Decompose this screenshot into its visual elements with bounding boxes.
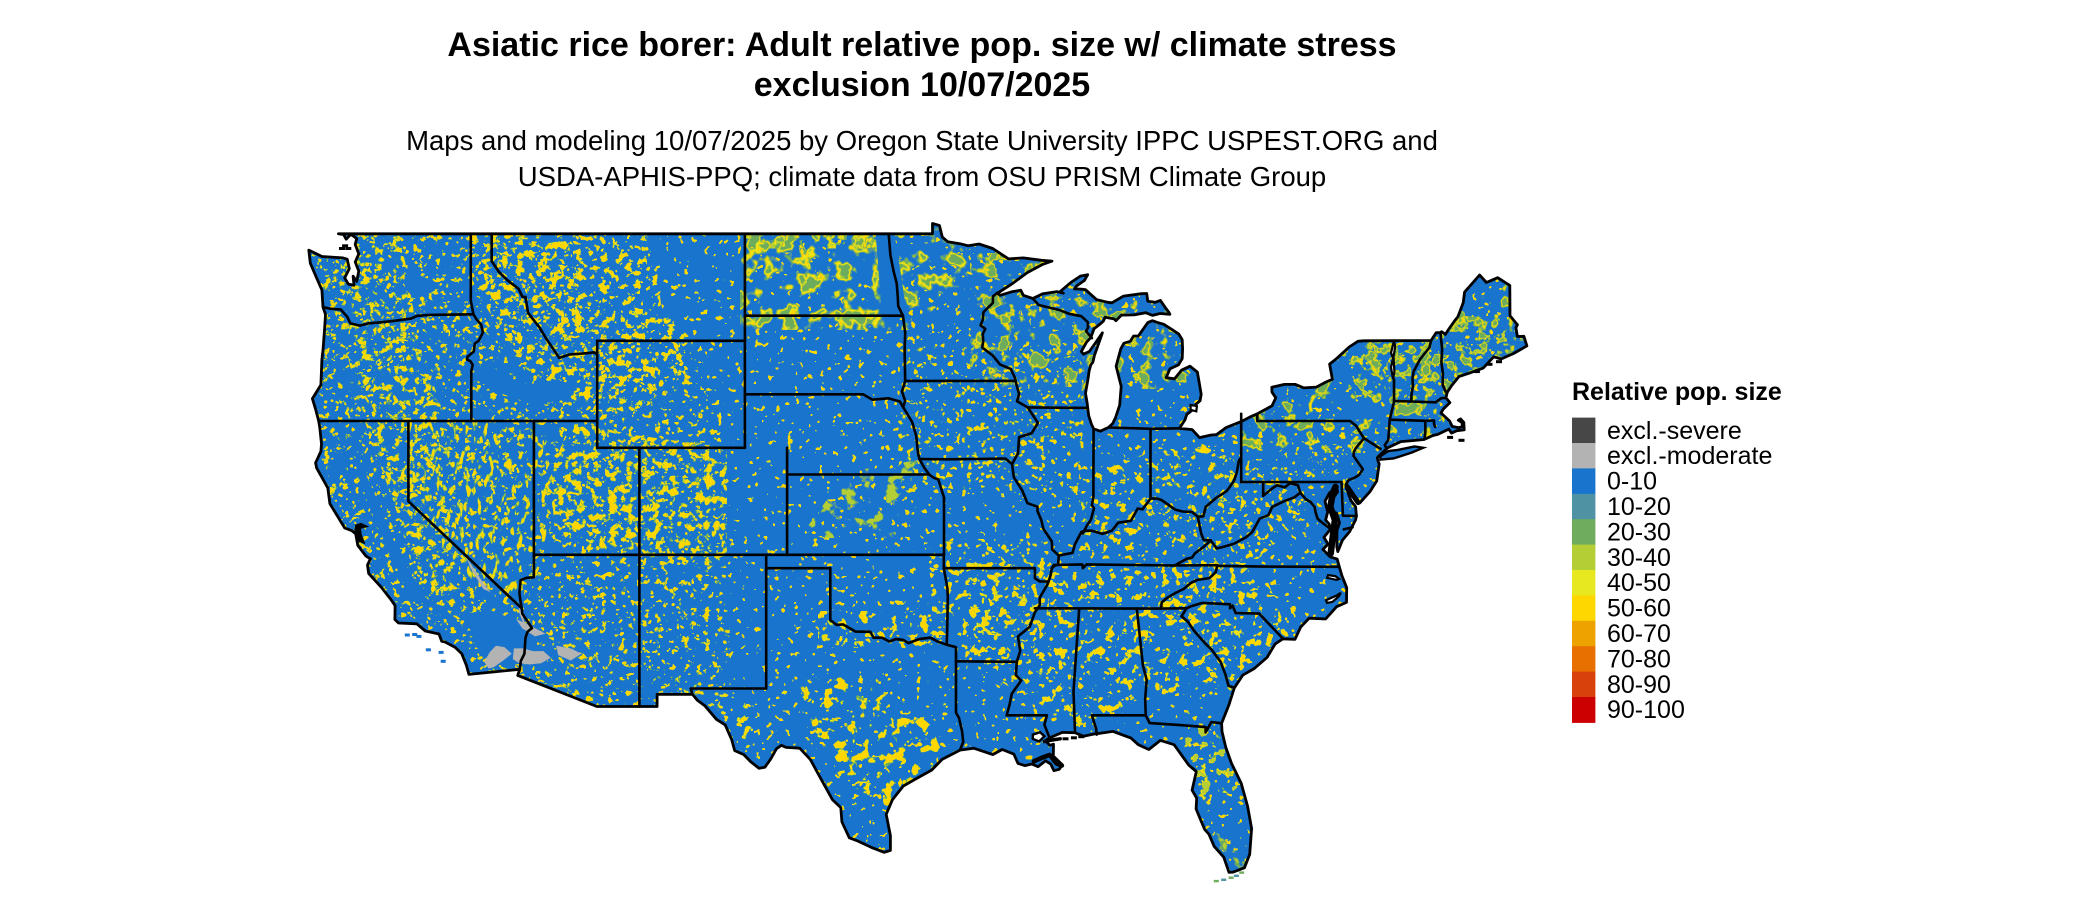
svg-text:excl.-severe: excl.-severe — [1607, 417, 1742, 445]
svg-text:exclusion 10/07/2025: exclusion 10/07/2025 — [754, 66, 1090, 104]
svg-text:excl.-moderate: excl.-moderate — [1607, 442, 1772, 470]
svg-text:50-60: 50-60 — [1607, 595, 1671, 623]
svg-text:80-90: 80-90 — [1607, 671, 1671, 699]
svg-text:10-20: 10-20 — [1607, 493, 1671, 521]
svg-text:Maps and modeling 10/07/2025 b: Maps and modeling 10/07/2025 by Oregon S… — [406, 125, 1438, 156]
svg-text:30-40: 30-40 — [1607, 544, 1671, 572]
svg-text:Relative pop. size: Relative pop. size — [1572, 378, 1782, 406]
svg-text:20-30: 20-30 — [1607, 518, 1671, 546]
svg-text:USDA-APHIS-PPQ; climate data f: USDA-APHIS-PPQ; climate data from OSU PR… — [518, 161, 1326, 192]
svg-text:70-80: 70-80 — [1607, 645, 1671, 673]
svg-text:Asiatic rice borer: Adult rela: Asiatic rice borer: Adult relative pop. … — [447, 26, 1396, 64]
svg-text:0-10: 0-10 — [1607, 468, 1657, 496]
svg-text:40-50: 40-50 — [1607, 569, 1671, 597]
svg-text:60-70: 60-70 — [1607, 620, 1671, 648]
svg-text:90-100: 90-100 — [1607, 696, 1685, 724]
